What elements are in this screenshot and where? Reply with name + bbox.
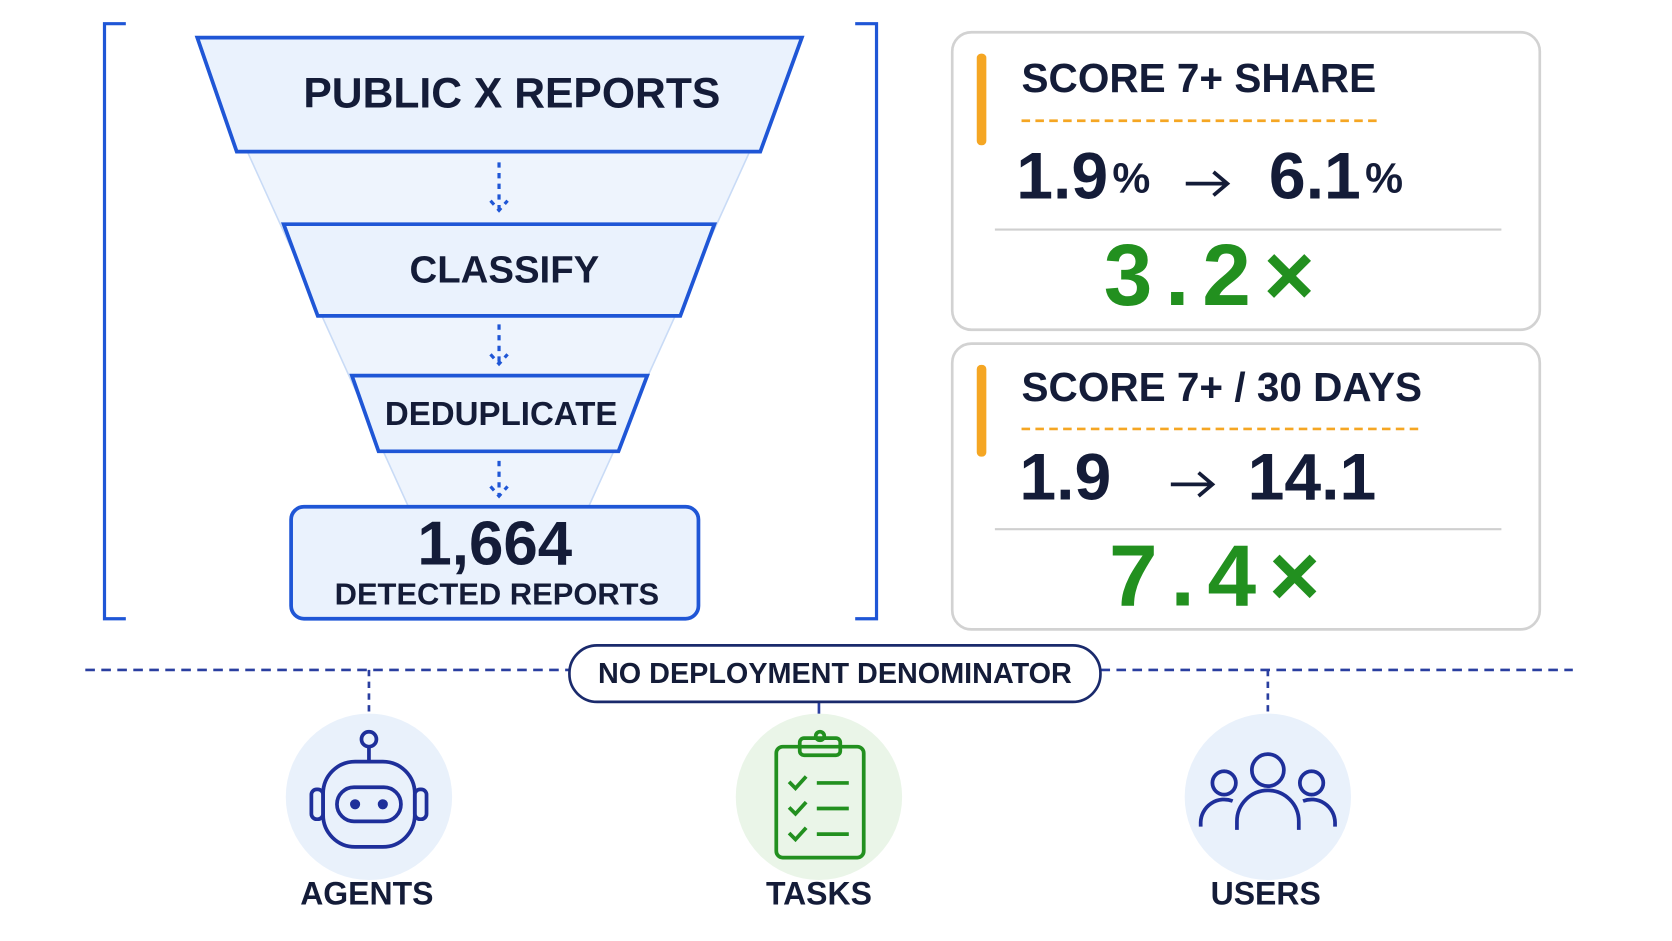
number: 1.9	[1016, 140, 1108, 214]
denominator: NO DEPLOYMENT DENOMINATOR	[85, 644, 1573, 717]
result-value: 1,664	[417, 510, 572, 579]
accent	[976, 364, 987, 457]
card	[950, 342, 1542, 631]
pill-label: NO DEPLOYMENT DENOMINATOR	[598, 658, 1072, 690]
arrow	[1170, 471, 1216, 498]
icon-bg	[285, 713, 453, 880]
unit: %	[1365, 155, 1403, 203]
funnel-stage	[194, 35, 805, 154]
item-label: AGENTS	[300, 875, 433, 911]
icon-bg	[1184, 713, 1352, 880]
result-box	[289, 504, 701, 621]
arrow	[489, 460, 509, 499]
robot-icon	[309, 729, 429, 849]
bracket	[102, 22, 126, 621]
to-value: 14.1	[1248, 441, 1377, 515]
accent	[976, 53, 987, 146]
arrow	[1185, 170, 1231, 197]
stage-label: CLASSIFY	[409, 248, 599, 291]
bracket	[855, 22, 879, 621]
unit: %	[1112, 155, 1150, 203]
funnel: PUBLIC X REPORTS CLASSIFY DEDUPLICATE 1,…	[194, 35, 805, 621]
arrow	[489, 324, 509, 367]
funnel-stage	[280, 222, 718, 318]
multiplier: 7.4×	[1109, 527, 1333, 625]
metric-card: SCORE 7+ / 30 DAYS 1.9 14.1 7.4×	[950, 342, 1542, 631]
multiplier: 3.2×	[1104, 226, 1328, 324]
arrow	[489, 162, 509, 213]
number: 6.1	[1269, 140, 1361, 214]
result-label: DETECTED REPORTS	[335, 576, 660, 611]
stage-label: DEDUPLICATE	[385, 396, 618, 433]
pill	[568, 644, 1102, 704]
from-value: 1.9%	[1016, 140, 1150, 214]
clipboard-icon	[774, 729, 866, 860]
item-label: USERS	[1211, 875, 1321, 911]
stage-label: PUBLIC X REPORTS	[303, 69, 720, 117]
funnel-stage	[349, 373, 650, 454]
item-label: TASKS	[766, 875, 872, 911]
metric-title: SCORE 7+ SHARE	[1022, 55, 1377, 101]
card	[950, 30, 1542, 332]
to-value: 6.1%	[1269, 140, 1403, 214]
from-value: 1.9	[1019, 441, 1111, 515]
metric-title: SCORE 7+ / 30 DAYS	[1022, 364, 1422, 410]
users-icon	[1198, 752, 1337, 830]
metric-card: SCORE 7+ SHARE 1.9% 6.1% 3.2×	[950, 30, 1542, 332]
